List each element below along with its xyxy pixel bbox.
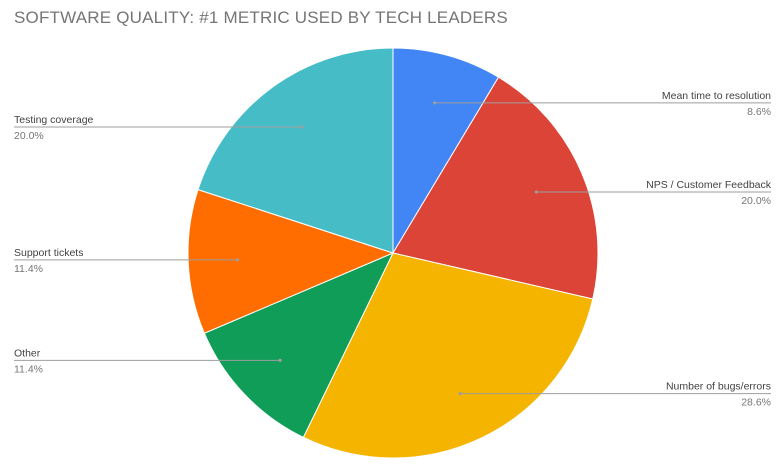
leader-dot-nps-customer-feedback	[534, 190, 539, 194]
leader-dot-other	[278, 358, 282, 362]
slice-value-mean-time-to-resolution: 8.6%	[747, 106, 771, 118]
leader-dot-mean-time-to-resolution	[433, 101, 437, 105]
leader-dot-number-of-bugs-errors	[458, 392, 462, 396]
slice-value-testing-coverage: 20.0%	[14, 130, 44, 142]
leader-lines	[14, 101, 771, 396]
slice-labels: Mean time to resolution 8.6% NPS / Custome…	[14, 90, 772, 409]
chart-title: SOFTWARE QUALITY: #1 METRIC USED BY TECH…	[14, 8, 508, 27]
pie-slice-mean-time-to-resolution[interactable]	[392, 47, 500, 255]
slice-label-number-of-bugs-errors: Number of bugs/errors	[666, 381, 771, 393]
pie-slice-other[interactable]	[203, 252, 395, 439]
leader-dot-support-tickets	[235, 258, 239, 262]
slice-label-other: Other	[14, 347, 41, 359]
slice-value-nps-customer-feedback: 20.0%	[741, 195, 771, 207]
pie-slice-testing-coverage[interactable]	[197, 47, 394, 254]
pie-slice-nps-customer-feedback[interactable]	[392, 76, 599, 300]
slice-value-other: 11.4%	[14, 363, 43, 375]
slice-label-support-tickets: Support tickets	[14, 247, 83, 259]
slice-value-support-tickets: 11.4%	[14, 263, 43, 275]
leader-dot-testing-coverage	[299, 125, 303, 129]
slice-label-nps-customer-feedback: NPS / Customer Feedback	[646, 179, 772, 191]
slice-label-mean-time-to-resolution: Mean time to resolution	[662, 90, 771, 102]
pie-slice-support-tickets[interactable]	[187, 189, 395, 334]
slice-label-testing-coverage: Testing coverage	[14, 114, 94, 126]
slice-value-number-of-bugs-errors: 28.6%	[741, 397, 771, 409]
pie-slice-number-of-bugs-errors[interactable]	[302, 252, 594, 459]
